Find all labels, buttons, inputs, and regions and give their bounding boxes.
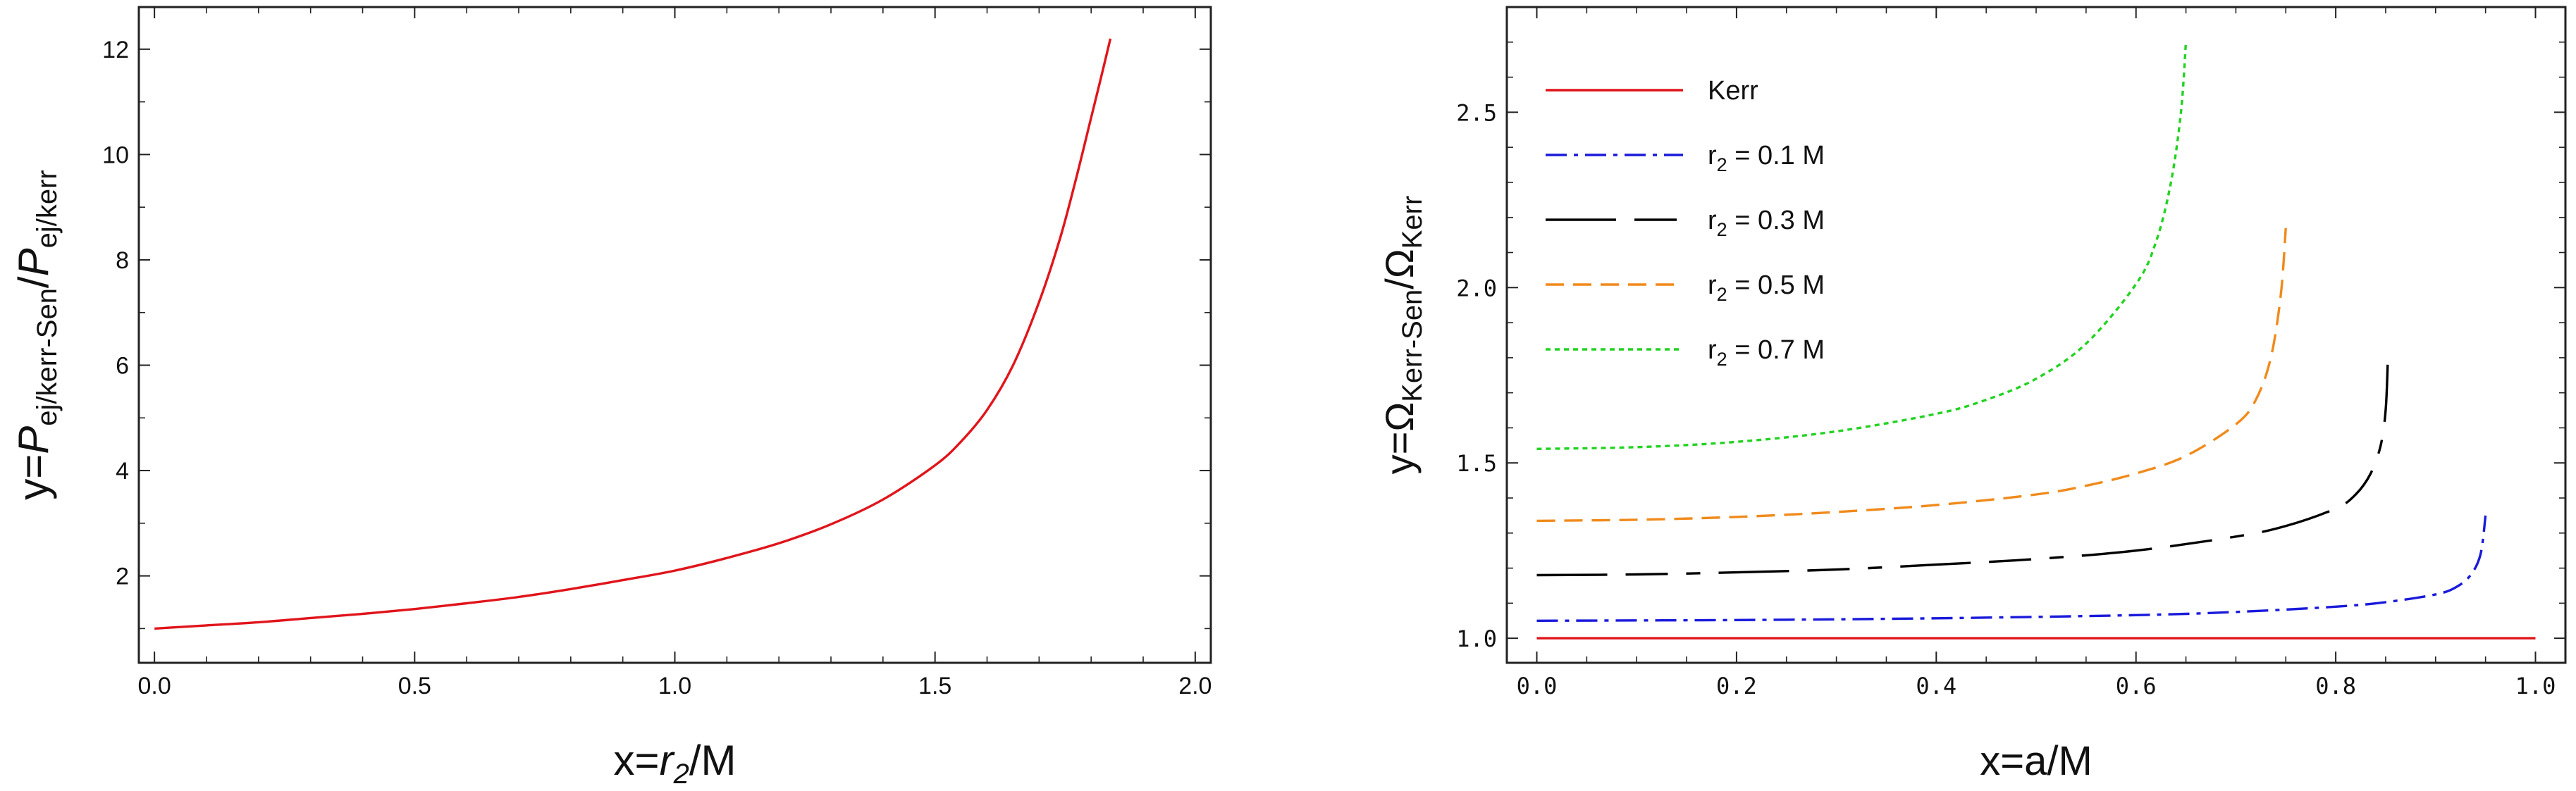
x-tick-label: 2.0 [1178,673,1212,699]
right-axis-ticks: 0.0 0.2 0.4 0.6 0.8 1.0 1.0 1.5 2.0 2.5 [1456,7,2565,699]
series-line-r2-0-1-m [1536,515,2487,622]
right-series-group [1536,42,2536,640]
right-x-axis-title: x=a/M [1980,738,2093,784]
right-y-axis-title: y=ΩKerr-Sen/ΩKerr [1377,196,1428,475]
y-tick-label: 2 [116,563,129,590]
x-tick-label: 1.0 [658,673,691,699]
legend-label: r2 = 0.5 M [1708,270,1825,305]
x-tick-label: 0.6 [2116,673,2157,699]
series-line-r2-0-7-m [1536,42,2188,450]
legend-label: r2 = 0.7 M [1708,335,1825,370]
x-tick-label: 0.5 [398,673,431,699]
series-line-r2-0-3-m [1536,364,2389,577]
y-tick-label: 1.0 [1456,625,1497,652]
left-axis-ticks: 0.0 0.5 1.0 1.5 2.0 2 4 6 8 10 12 [102,7,1212,699]
x-tick-label: 1.5 [918,673,951,699]
series-line-r2-0-5-m [1536,228,2287,523]
series-line-ratio [154,38,1112,630]
y-tick-label: 1.5 [1456,450,1497,477]
x-tick-label: 0.2 [1716,673,1757,699]
legend-label: Kerr [1708,76,1758,106]
left-plot-frame [137,6,1212,664]
left-y-axis-title: y=Pej/kerr-Sen/Pej/kerr [10,170,63,500]
y-tick-label: 4 [116,458,129,485]
right-chart-panel: 0.0 0.2 0.4 0.6 0.8 1.0 1.0 1.5 2.0 2.5 Kerr r2 = … [1377,6,2567,784]
y-tick-label: 2.0 [1456,275,1497,301]
left-x-axis-title: x=r2/M [614,737,737,790]
x-tick-label: 0.0 [1517,673,1558,699]
x-tick-label: 0.8 [2315,673,2356,699]
left-series-group [154,38,1112,630]
y-tick-label: 12 [102,37,129,63]
x-tick-label: 0.0 [138,673,171,699]
left-chart-panel: 0.0 0.5 1.0 1.5 2.0 2 4 6 8 10 12 x=r2/M y=Pej/ker… [10,6,1212,790]
legend: Kerr r2 = 0.1 M r2 = 0.3 M r2 = 0.5 M r2 = 0… [1546,76,1825,370]
legend-label: r2 = 0.3 M [1708,206,1825,240]
y-tick-label: 6 [116,352,129,379]
x-tick-label: 0.4 [1916,673,1956,699]
x-tick-label: 1.0 [2515,673,2556,699]
right-plot-frame [1505,6,2567,664]
y-tick-label: 10 [102,142,129,168]
legend-label: r2 = 0.1 M [1708,141,1825,175]
y-tick-label: 8 [116,247,129,274]
y-tick-label: 2.5 [1456,99,1497,126]
